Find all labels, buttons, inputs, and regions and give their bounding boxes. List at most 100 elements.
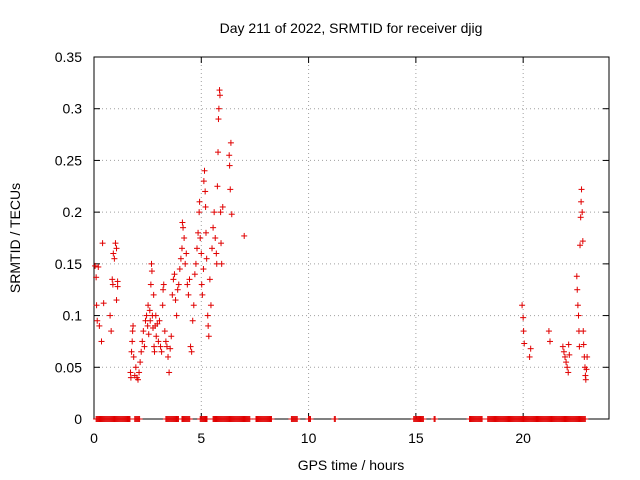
data-point — [526, 353, 533, 360]
data-point — [202, 203, 209, 210]
data-point — [181, 235, 188, 241]
data-point — [215, 116, 222, 123]
data-point — [194, 245, 200, 252]
data-point — [206, 276, 213, 283]
data-point — [215, 105, 222, 112]
y-tick-label: 0.25 — [55, 152, 82, 168]
data-point — [171, 271, 178, 278]
data-point — [108, 328, 115, 335]
data-point — [138, 348, 145, 355]
data-point — [130, 322, 137, 329]
data-point — [140, 328, 147, 335]
y-tick-label: 0.15 — [55, 256, 82, 272]
data-point — [147, 281, 154, 288]
data-point — [150, 291, 157, 298]
data-point — [573, 273, 580, 280]
data-point — [218, 240, 225, 247]
data-point — [158, 348, 165, 355]
data-point — [110, 250, 117, 257]
data-point — [112, 240, 119, 247]
data-point — [575, 312, 582, 319]
data-point — [545, 328, 552, 335]
data-point — [202, 188, 209, 195]
data-point — [178, 245, 185, 252]
data-point — [96, 322, 103, 329]
x-tick-label: 20 — [515, 430, 531, 446]
data-point — [195, 229, 202, 236]
chart-title: Day 211 of 2022, SRMTID for receiver dji… — [220, 20, 483, 36]
data-point — [134, 376, 141, 383]
data-point — [165, 353, 172, 360]
data-point — [141, 343, 148, 350]
x-axis-label: GPS time / hours — [298, 457, 405, 473]
data-point — [137, 359, 144, 366]
data-point — [145, 331, 152, 338]
data-point — [241, 232, 248, 239]
data-point — [197, 235, 204, 241]
data-point — [579, 238, 586, 245]
data-point — [132, 364, 139, 371]
data-point — [520, 314, 527, 321]
data-point — [307, 416, 314, 422]
data-point — [420, 416, 427, 422]
data-point — [210, 224, 217, 231]
data-point — [227, 186, 234, 193]
data-point — [99, 240, 106, 247]
data-point — [146, 307, 153, 314]
data-point — [109, 281, 116, 288]
data-point — [184, 281, 191, 288]
data-point — [98, 338, 105, 345]
axis-tick-labels: 0 0.05 0.1 0.15 0.2 0.25 0.3 0.35 0 5 10 15 20 — [55, 49, 531, 446]
data-point — [200, 266, 207, 273]
data-point — [432, 416, 439, 422]
plot-frame — [93, 56, 610, 420]
data-point — [219, 203, 226, 210]
data-point — [228, 211, 235, 218]
data-point — [226, 162, 233, 169]
data-point — [151, 348, 158, 355]
y-tick-label: 0.05 — [55, 359, 82, 375]
y-tick-label: 0.1 — [63, 308, 83, 324]
data-point — [519, 302, 526, 309]
data-point — [169, 291, 176, 298]
data-point — [107, 312, 114, 319]
data-point — [163, 343, 170, 350]
data-point — [203, 416, 210, 422]
data-point — [93, 302, 100, 309]
data-point — [582, 376, 589, 383]
data-point — [159, 302, 166, 309]
data-point — [152, 312, 159, 319]
data-point — [160, 286, 167, 293]
data-point — [559, 343, 566, 350]
y-axis-label: SRMTID / TECUs — [7, 183, 23, 293]
x-tick-label: 10 — [301, 430, 317, 446]
data-point — [562, 353, 569, 360]
data-point — [127, 374, 134, 381]
data-point — [211, 209, 218, 216]
data-point — [577, 214, 584, 221]
data-point — [94, 317, 101, 324]
data-point — [93, 274, 100, 281]
data-point — [579, 209, 586, 216]
data-point — [157, 343, 164, 350]
data-point — [151, 343, 158, 350]
data-point — [129, 328, 136, 335]
data-point — [95, 263, 102, 270]
data-point — [166, 369, 173, 376]
data-point — [127, 369, 134, 376]
data-point — [565, 369, 572, 376]
data-point — [111, 255, 118, 262]
data-point — [332, 416, 339, 422]
data-point — [128, 348, 135, 355]
data-point — [92, 262, 99, 269]
data-point — [582, 416, 589, 422]
data-point — [136, 369, 143, 376]
data-point — [578, 186, 585, 193]
y-tick-label: 0.3 — [63, 101, 83, 117]
data-point — [113, 297, 120, 304]
data-point — [576, 343, 583, 350]
data-point — [217, 209, 224, 216]
data-point — [584, 353, 591, 360]
data-point — [144, 322, 151, 329]
data-point — [156, 317, 163, 324]
